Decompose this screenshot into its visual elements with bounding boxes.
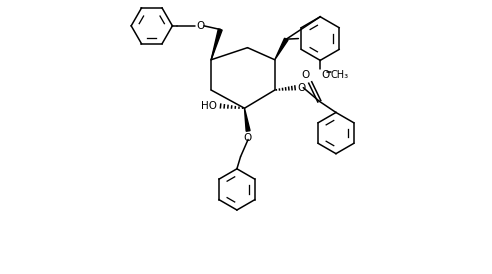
Text: HO: HO bbox=[201, 101, 217, 111]
Text: CH₃: CH₃ bbox=[331, 70, 349, 80]
Text: O: O bbox=[244, 133, 251, 143]
Text: O: O bbox=[301, 70, 309, 80]
Text: O: O bbox=[321, 70, 330, 80]
Text: O: O bbox=[197, 21, 205, 31]
Polygon shape bbox=[245, 108, 250, 131]
Polygon shape bbox=[211, 29, 222, 60]
Polygon shape bbox=[275, 38, 288, 60]
Text: O: O bbox=[298, 83, 306, 93]
